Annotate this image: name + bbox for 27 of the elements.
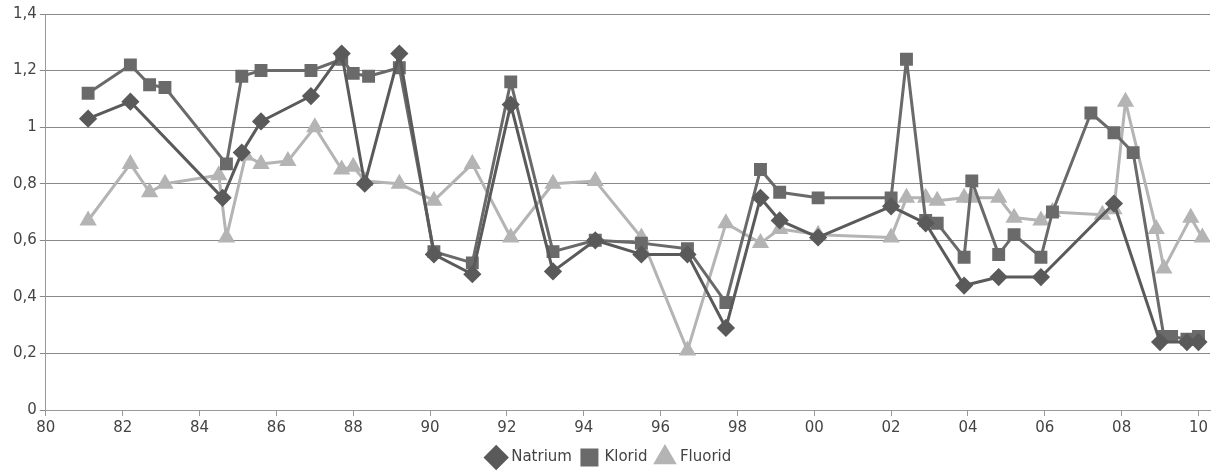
x-tick-label: 02 xyxy=(881,417,901,436)
x-tick-label: 86 xyxy=(266,417,286,436)
x-tick-label: 94 xyxy=(574,417,594,436)
legend-label: Fluorid xyxy=(679,447,732,466)
x-tick-label: 06 xyxy=(1035,417,1055,436)
x-tick-label: 10 xyxy=(1188,417,1209,436)
x-tick-label: 84 xyxy=(189,417,210,436)
x-tick-label: 80 xyxy=(36,417,56,436)
x-tick-label: 90 xyxy=(420,417,440,436)
y-tick-label: 1 xyxy=(27,117,37,136)
x-tick-label: 96 xyxy=(651,417,671,436)
x-tick-label: 08 xyxy=(1112,417,1132,436)
y-tick-label: 0,8 xyxy=(13,173,37,192)
y-tick-label: 0,2 xyxy=(13,343,37,362)
y-tick-label: 1,4 xyxy=(13,3,37,22)
y-tick-label: 0 xyxy=(27,399,37,418)
y-tick-label: 0,4 xyxy=(13,286,37,305)
y-tick-label: 1,2 xyxy=(13,60,37,79)
x-tick-label: 92 xyxy=(497,417,517,436)
legend-label: Klorid xyxy=(604,447,648,466)
x-tick-label: 82 xyxy=(113,417,133,436)
legend-label: Natrium xyxy=(511,447,572,466)
x-tick-label: 98 xyxy=(727,417,747,436)
x-tick-label: 88 xyxy=(343,417,363,436)
x-tick-label: 04 xyxy=(958,417,978,436)
x-tick-label: 00 xyxy=(804,417,824,436)
y-tick-label: 0,6 xyxy=(13,230,37,249)
